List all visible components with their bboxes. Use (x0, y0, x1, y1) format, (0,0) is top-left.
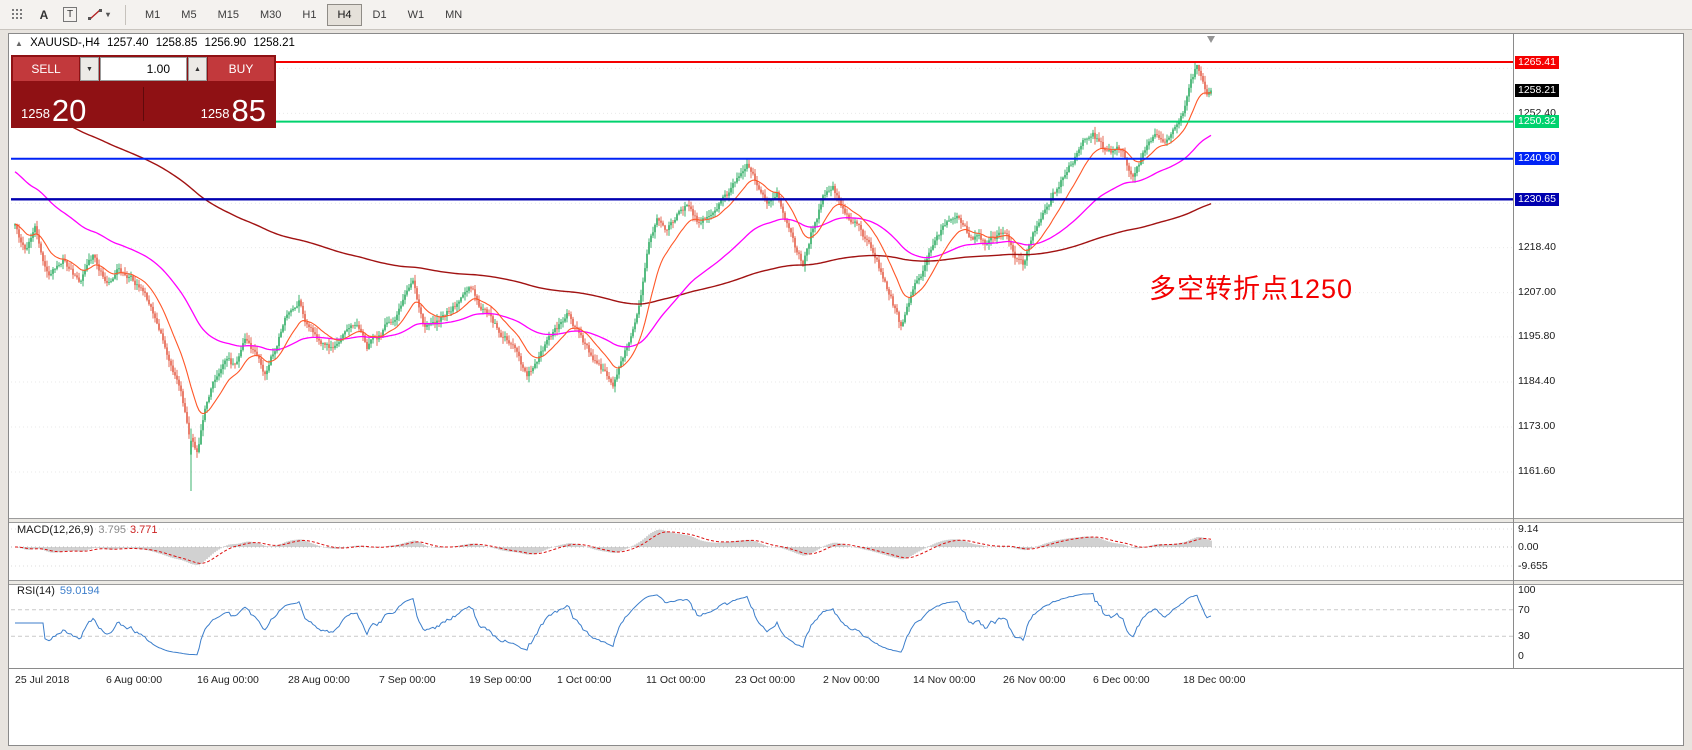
tf-button-m1[interactable]: M1 (135, 4, 170, 26)
tf-button-w1[interactable]: W1 (398, 4, 435, 26)
sell-price[interactable]: 1258 20 (21, 93, 87, 129)
trendline-icon (88, 9, 102, 20)
price-axis-border (1513, 34, 1514, 668)
chart-header: ▲ XAUUSD-,H4 1257.40 1258.85 1256.90 125… (15, 37, 299, 49)
tf-button-d1[interactable]: D1 (363, 4, 397, 26)
macd-histogram (16, 529, 1212, 566)
ohlc-low: 1256.90 (204, 37, 247, 49)
indicator-level-lines (11, 528, 1513, 637)
letter-a-icon: A (39, 7, 49, 22)
buy-price-main: 1258 (200, 106, 230, 121)
rsi-pane-splitter[interactable] (9, 580, 1683, 585)
tf-button-m30[interactable]: M30 (250, 4, 291, 26)
rsi-line (15, 592, 1212, 656)
chevron-down-icon: ▾ (106, 10, 111, 19)
chart-grid-icon[interactable] (6, 4, 30, 26)
rsi-label: RSI(14) 59.0194 (17, 585, 100, 597)
sell-price-main: 1258 (21, 106, 50, 121)
sell-button[interactable]: SELL (13, 57, 79, 81)
toolbar-separator (125, 4, 127, 25)
macd-hist-value: 3.795 (98, 524, 126, 536)
draw-tools-button[interactable]: ▾ (84, 4, 114, 26)
macd-signal-value: 3.771 (129, 524, 158, 536)
symbol-title: XAUUSD-,H4 (30, 37, 100, 49)
candles-layer (14, 62, 1212, 491)
ohlc-high: 1258.85 (155, 37, 198, 49)
text-tool-button[interactable]: T (58, 4, 82, 26)
chart-window: ▲ XAUUSD-,H4 1257.40 1258.85 1256.90 125… (8, 33, 1684, 746)
volume-up-button[interactable]: ▲ (188, 57, 207, 81)
ohlc-open: 1257.40 (106, 37, 149, 49)
volume-input[interactable] (100, 57, 187, 81)
text-label-tool-button[interactable]: A (32, 4, 56, 26)
tf-button-m5[interactable]: M5 (171, 4, 206, 26)
chart-canvas[interactable] (9, 34, 1683, 745)
buy-price-big: 85 (231, 93, 266, 129)
spinner-up-icon: ▲ (194, 65, 201, 73)
ohlc-close: 1258.21 (253, 37, 295, 49)
tf-button-h1[interactable]: H1 (292, 4, 326, 26)
ma-fast-line (14, 92, 1212, 415)
macd-label: MACD(12,26,9) 3.795 3.771 (17, 524, 157, 536)
timeframe-group: M1 M5 M15 M30 H1 H4 D1 W1 MN (135, 3, 473, 26)
one-click-collapse-icon[interactable]: ▲ (15, 39, 23, 48)
letter-t-icon: T (62, 7, 78, 22)
rsi-name: RSI(14) (17, 585, 55, 597)
rsi-value: 59.0194 (59, 585, 100, 597)
toolbar: A T ▾ M1 M5 M15 M30 H1 H4 D1 W1 MN (0, 0, 1692, 30)
time-axis-border (9, 668, 1683, 669)
one-click-trade-panel: SELL ▼ ▲ BUY 1258 20 1258 85 (11, 55, 276, 128)
chart-annotation[interactable]: 多空转折点1250 (1149, 274, 1354, 304)
price-divider (143, 87, 144, 121)
ma-mid-line (14, 134, 1212, 351)
macd-pane-splitter[interactable] (9, 518, 1683, 523)
macd-signal-line (14, 531, 1212, 564)
dropdown-icon: ▼ (86, 65, 93, 73)
macd-name: MACD(12,26,9) (17, 524, 94, 536)
ma-slow-line (14, 99, 1212, 305)
tf-button-h4[interactable]: H4 (327, 3, 362, 26)
buy-price[interactable]: 1258 85 (200, 93, 266, 129)
dots-grid-icon (12, 8, 22, 19)
tf-button-mn[interactable]: MN (435, 4, 472, 26)
tf-button-m15[interactable]: M15 (208, 4, 249, 26)
sell-price-big: 20 (51, 93, 87, 129)
volume-dropdown-button[interactable]: ▼ (80, 57, 99, 81)
buy-button[interactable]: BUY (208, 57, 274, 81)
price-shift-marker[interactable] (1207, 36, 1215, 43)
